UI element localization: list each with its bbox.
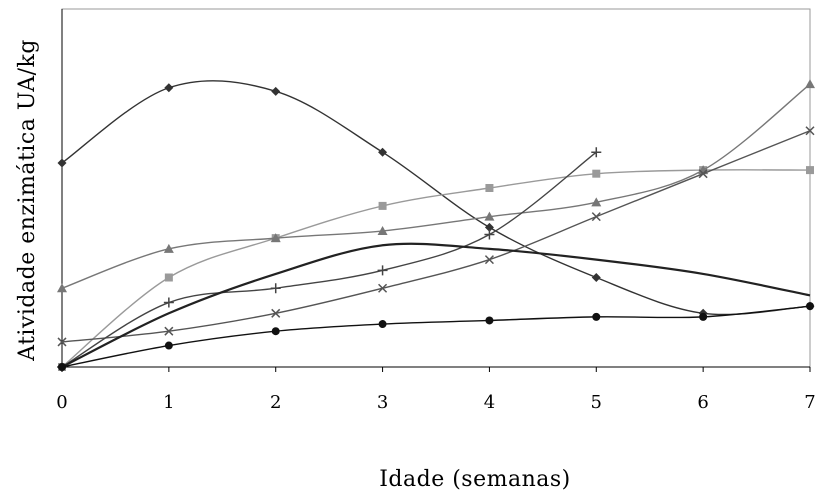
x-tick-label: 0 — [56, 392, 67, 413]
x-tick-label: 7 — [804, 392, 815, 413]
x-tick-label: 6 — [697, 392, 708, 413]
data-point-triangle — [57, 283, 67, 293]
data-point-triangle — [163, 243, 174, 253]
series-line — [61, 305, 811, 368]
data-point-diamond — [271, 86, 281, 96]
data-point-x — [591, 212, 601, 222]
data-point-circle — [378, 320, 387, 329]
data-point-square — [485, 184, 494, 192]
data-point-x — [164, 326, 174, 336]
x-tick-label: 1 — [163, 392, 174, 413]
series-line — [61, 169, 811, 368]
data-point-square — [806, 166, 814, 175]
data-point-x — [271, 308, 281, 318]
series-4 — [57, 126, 815, 347]
series-line — [61, 130, 811, 343]
data-point-diamond — [164, 83, 174, 93]
series-line — [61, 151, 597, 368]
data-point-circle — [58, 363, 66, 371]
series-5 — [57, 147, 602, 372]
data-point-triangle — [805, 79, 815, 89]
data-point-x — [378, 283, 388, 293]
data-point-square — [164, 273, 173, 282]
data-point-circle — [699, 312, 708, 321]
series-line — [61, 242, 811, 368]
x-tick-label: 5 — [591, 392, 602, 413]
data-point-triangle — [270, 233, 281, 243]
data-point-diamond — [378, 147, 388, 157]
x-axis-title: Idade (semanas) — [379, 467, 571, 492]
data-point-x — [57, 337, 67, 347]
data-point-plus — [377, 265, 388, 276]
data-point-circle — [592, 312, 601, 321]
data-point-circle — [164, 341, 173, 350]
data-point-triangle — [484, 211, 495, 221]
data-point-plus — [591, 147, 602, 158]
data-point-circle — [806, 302, 814, 311]
series-2 — [58, 166, 814, 371]
series-line — [61, 80, 811, 316]
data-point-plus — [484, 229, 495, 240]
series-1 — [57, 80, 815, 318]
series-line — [61, 83, 811, 289]
data-point-diamond — [591, 273, 601, 282]
data-point-plus — [163, 297, 174, 308]
x-tick-label: 4 — [484, 392, 495, 413]
data-point-triangle — [377, 225, 388, 235]
series-7 — [58, 302, 814, 371]
data-point-x — [805, 126, 815, 136]
plot-frame — [61, 8, 811, 368]
data-point-x — [698, 169, 708, 179]
series-6 — [61, 242, 811, 368]
x-tick-label: 3 — [377, 392, 388, 413]
data-point-circle — [271, 327, 280, 336]
data-point-plus — [270, 283, 281, 294]
data-point-square — [592, 169, 601, 178]
data-point-x — [484, 255, 494, 265]
data-point-square — [378, 201, 387, 210]
series-layer — [57, 79, 815, 372]
y-axis-title: Atividade enzimática UA/kg — [15, 39, 40, 362]
data-point-circle — [485, 316, 494, 325]
x-tick-label: 2 — [270, 392, 281, 413]
x-axis-ticks: 0 1 2 3 4 5 6 7 — [56, 367, 816, 413]
data-point-triangle — [591, 197, 602, 207]
series-3 — [57, 79, 815, 293]
data-point-diamond — [57, 158, 67, 168]
data-point-diamond — [484, 222, 494, 232]
